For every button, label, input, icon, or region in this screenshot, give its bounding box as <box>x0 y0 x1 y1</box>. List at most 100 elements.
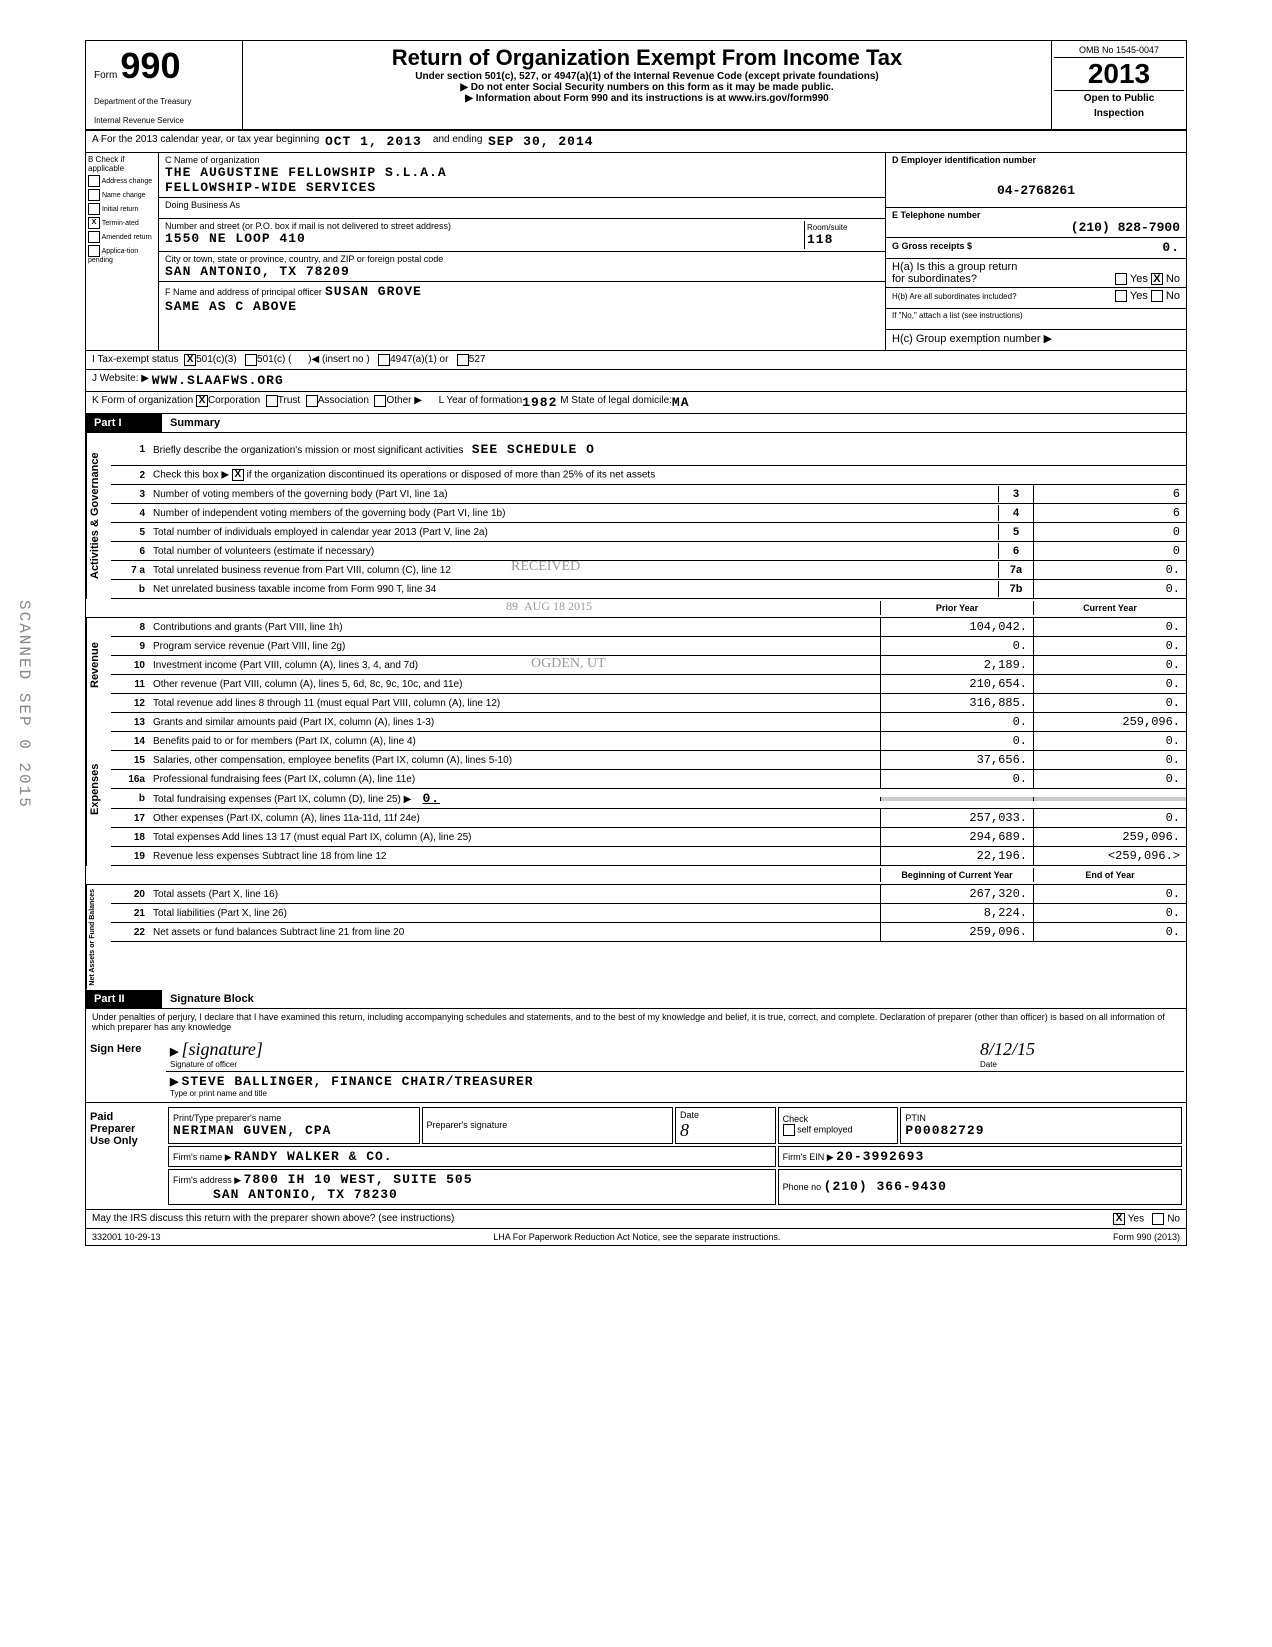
cb-other <box>374 395 386 407</box>
section-b: B Check if applicable Address change Nam… <box>86 153 159 350</box>
prep-self-emp: self employed <box>797 1124 853 1134</box>
ha-row: H(a) Is this a group return for subordin… <box>886 259 1186 288</box>
hno-note: If "No," attach a list (see instructions… <box>886 309 1186 330</box>
column-headers-2: Beginning of Current Year End of Year <box>86 866 1186 885</box>
line-7b-val: 0. <box>1033 580 1186 598</box>
expenses-section: Expenses 13 Grants and similar amounts p… <box>86 713 1186 866</box>
street-row: Number and street (or P.O. box if mail i… <box>159 219 885 252</box>
line-18-desc: Total expenses Add lines 13 17 (must equ… <box>149 830 880 845</box>
tax-exempt-row: I Tax-exempt status X 501(c)(3) 501(c) (… <box>86 351 1186 370</box>
line-14-curr: 0. <box>1033 732 1186 750</box>
line-2-desc: Check this box ▶ X if the organization d… <box>149 467 1186 483</box>
firm-phone: (210) 366-9430 <box>824 1179 947 1194</box>
line-18-num: 18 <box>111 830 149 845</box>
dba-row: Doing Business As <box>159 198 885 219</box>
line-12-curr: 0. <box>1033 694 1186 712</box>
officer-addr: SAME AS C ABOVE <box>165 299 879 314</box>
revenue-label: Revenue <box>86 618 111 713</box>
dept-treasury: Department of the Treasury <box>94 97 234 106</box>
status-527: 527 <box>469 354 486 366</box>
line-11-curr: 0. <box>1033 675 1186 693</box>
cb-discuss-no <box>1152 1213 1164 1225</box>
line-10-desc: Investment income (Part VIII, column (A)… <box>149 658 880 673</box>
line-16a-desc: Professional fundraising fees (Part IX, … <box>149 772 880 787</box>
prep-date-label: Date <box>680 1110 771 1120</box>
line-7a-num: 7 a <box>111 563 149 578</box>
cb-amended: Amended return <box>88 231 156 243</box>
line-12-prior: 316,885. <box>880 694 1033 712</box>
title-box: Return of Organization Exempt From Incom… <box>243 41 1052 129</box>
line-4-num: 4 <box>111 506 149 521</box>
preparer-table: Print/Type preparer's name NERIMAN GUVEN… <box>166 1105 1184 1207</box>
cb-501c3: X <box>184 354 196 366</box>
section-b-label: B Check if applicable <box>88 155 156 173</box>
footer-form: Form 990 (2013) <box>1113 1232 1180 1242</box>
line-7b-num: b <box>111 582 149 597</box>
line-21-end: 0. <box>1033 904 1186 922</box>
discuss-row: May the IRS discuss this return with the… <box>86 1210 1186 1229</box>
cb-discuss-yes: X <box>1113 1213 1125 1225</box>
line-11-prior: 210,654. <box>880 675 1033 693</box>
omb-number: OMB No 1545-0047 <box>1054 43 1184 58</box>
firm-ein: 20-3992693 <box>836 1149 924 1164</box>
ein-row: D Employer identification number 04-2768… <box>886 153 1186 208</box>
year-form-label: L Year of formation <box>439 395 523 410</box>
part2-label: Part II <box>86 990 162 1009</box>
line-14-prior: 0. <box>880 732 1033 750</box>
discuss-no: No <box>1167 1213 1180 1224</box>
line-19-desc: Revenue less expenses Subtract line 18 f… <box>149 849 880 864</box>
line-16b-blank1 <box>880 797 1033 801</box>
section-d: D Employer identification number 04-2768… <box>886 153 1186 350</box>
cb-corp: X <box>196 395 208 407</box>
officer-name: SUSAN GROVE <box>325 284 422 299</box>
open-public: Open to Public <box>1054 90 1184 106</box>
officer-label: F Name and address of principal officer <box>165 287 322 297</box>
officer-row: F Name and address of principal officer … <box>159 282 885 316</box>
line-4-col: 4 <box>998 505 1033 521</box>
tax-year: 2013 <box>1054 58 1184 90</box>
line-11-num: 11 <box>111 677 149 692</box>
line-5-desc: Total number of individuals employed in … <box>149 525 998 540</box>
form-number: 990 <box>120 45 180 86</box>
prior-year-header: Prior Year <box>880 601 1033 615</box>
line-7b-desc: Net unrelated business taxable income fr… <box>149 582 998 597</box>
street-value: 1550 NE LOOP 410 <box>165 231 804 246</box>
firm-ein-label: Firm's EIN ▶ <box>783 1152 834 1162</box>
line-13-desc: Grants and similar amounts paid (Part IX… <box>149 715 880 730</box>
begin-year-header: Beginning of Current Year <box>880 868 1033 882</box>
governance-label: Activities & Governance <box>86 433 111 599</box>
sign-here-row: Sign Here ▶ [signature] Signature of off… <box>86 1035 1186 1103</box>
line-16a-prior: 0. <box>880 770 1033 788</box>
instruction-2: ▶ Information about Form 990 and its ins… <box>251 93 1043 104</box>
line-15-prior: 37,656. <box>880 751 1033 769</box>
expenses-label: Expenses <box>86 713 111 866</box>
part2-title: Signature Block <box>162 990 1186 1009</box>
line-15-num: 15 <box>111 753 149 768</box>
tax-year-end: SEP 30, 2014 <box>488 134 594 149</box>
cb-address: Address change <box>88 175 156 187</box>
governance-section: Activities & Governance 1 Briefly descri… <box>86 433 1186 599</box>
preparer-row: Paid Preparer Use Only Print/Type prepar… <box>86 1103 1186 1210</box>
dept-irs: Internal Revenue Service <box>94 116 234 125</box>
form-header: Form 990 Department of the Treasury Inte… <box>86 41 1186 131</box>
line-7b-col: 7b <box>998 581 1033 597</box>
cb-application: Applica-tion pending <box>88 245 156 264</box>
line-9-desc: Program service revenue (Part VIII, line… <box>149 639 880 654</box>
firm-phone-label: Phone no <box>783 1182 822 1192</box>
date-label: Date <box>980 1060 1180 1069</box>
line-22-num: 22 <box>111 925 149 940</box>
line-20-begin: 267,320. <box>880 885 1033 903</box>
ha-label: H(a) Is this a group return <box>892 261 1017 273</box>
city-label: City or town, state or province, country… <box>165 254 879 264</box>
line-13-prior: 0. <box>880 713 1033 731</box>
line-16a-num: 16a <box>111 772 149 787</box>
line-5-col: 5 <box>998 524 1033 540</box>
line-7a-val: 0. <box>1033 561 1186 579</box>
cb-501c <box>245 354 257 366</box>
cb-initial: Initial return <box>88 203 156 215</box>
status-insert: ◀ (insert no ) <box>311 354 369 366</box>
footer-text: LHA For Paperwork Reduction Act Notice, … <box>493 1232 780 1242</box>
line-6-num: 6 <box>111 544 149 559</box>
line-16a-curr: 0. <box>1033 770 1186 788</box>
stamp-date: 89 AUG 18 2015 <box>506 599 592 614</box>
